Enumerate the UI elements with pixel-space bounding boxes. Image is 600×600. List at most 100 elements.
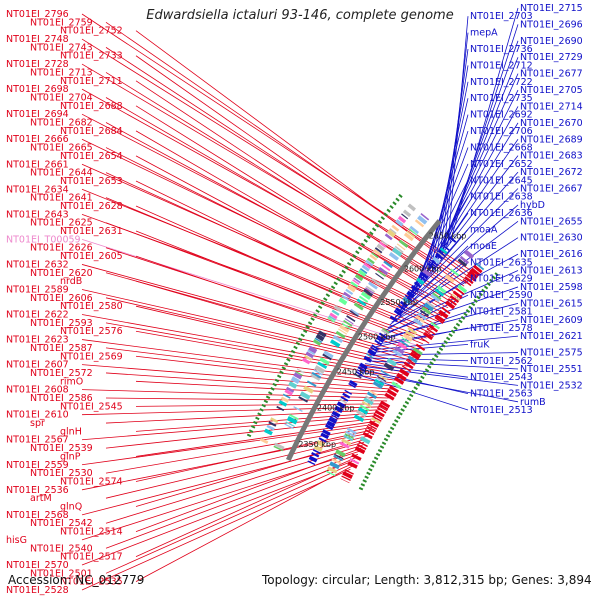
scale-tick xyxy=(295,341,301,346)
gene-feature xyxy=(334,453,344,460)
gene-feature xyxy=(375,337,384,343)
gene-feature xyxy=(438,250,446,257)
gene-label: NT01EI_2581 xyxy=(470,307,533,318)
gene-feature xyxy=(386,229,396,238)
gene-feature xyxy=(259,437,269,444)
gene-label: NT01EI_2562 xyxy=(470,356,533,367)
gene-label: NT01EI_2501 xyxy=(30,568,93,579)
gene-feature xyxy=(331,458,342,465)
gene-feature xyxy=(376,269,386,278)
label-connector xyxy=(363,366,519,386)
label-connector xyxy=(135,465,353,583)
scale-tick xyxy=(369,231,374,236)
gene-feature xyxy=(366,427,376,433)
gene-feature xyxy=(353,373,362,379)
gene-feature xyxy=(280,396,290,403)
scale-tick xyxy=(420,375,425,380)
scale-tick xyxy=(385,433,391,438)
gene-feature xyxy=(357,269,367,278)
gene-feature xyxy=(322,429,331,436)
scale-tick xyxy=(368,467,373,472)
gene-feature xyxy=(339,441,350,449)
gene-label: NT01EI_2613 xyxy=(520,266,583,277)
gene-label: artM xyxy=(30,493,52,504)
gene-feature xyxy=(361,264,370,272)
gene-feature xyxy=(359,267,368,274)
label-connector xyxy=(361,368,469,394)
gene-feature xyxy=(363,397,374,406)
scale-tick xyxy=(436,350,441,355)
gene-feature xyxy=(388,251,400,261)
gene-feature xyxy=(394,346,405,355)
scale-tick xyxy=(276,374,282,379)
gene-feature xyxy=(329,461,340,470)
scale-tick xyxy=(263,399,269,404)
gene-feature xyxy=(416,277,425,286)
gene-label: NT01EI_2703 xyxy=(470,11,533,22)
scale-tick xyxy=(293,345,298,350)
gene-feature xyxy=(314,365,326,374)
gene-feature xyxy=(357,366,366,373)
scale-tick xyxy=(491,275,497,280)
scale-tick xyxy=(445,336,451,341)
gene-label: NT01EI_2636 xyxy=(470,208,533,219)
gene-label: NT01EI_2630 xyxy=(520,233,583,244)
scale-tick xyxy=(305,325,310,330)
label-connector xyxy=(411,163,469,293)
gene-feature xyxy=(402,296,411,305)
gene-label: NT01EI_2517 xyxy=(60,552,123,563)
scale-tick xyxy=(328,289,333,294)
gene-feature xyxy=(336,401,346,409)
scale-tick xyxy=(366,235,371,239)
gene-feature xyxy=(417,215,428,225)
gene-label: NT01EI_2704 xyxy=(30,92,93,103)
label-connector xyxy=(398,220,519,312)
scale-tick xyxy=(389,204,394,210)
gene-feature xyxy=(468,270,479,279)
gene-label: moaA xyxy=(470,225,498,236)
gene-label: NT01EI_2652 xyxy=(470,159,533,170)
gene-feature xyxy=(455,287,465,296)
gene-feature xyxy=(414,219,425,228)
gene-label: NT01EI_2580 xyxy=(60,301,123,312)
label-connector xyxy=(105,47,467,284)
scale-tick xyxy=(394,419,399,423)
label-connector xyxy=(135,155,441,320)
gene-label: NT01EI_2667 xyxy=(520,183,583,194)
gene-label: hisG xyxy=(6,535,27,546)
gene-feature xyxy=(439,247,448,255)
scale-tick xyxy=(320,301,325,306)
gene-feature xyxy=(383,260,393,269)
scale-tick xyxy=(427,364,432,369)
gene-feature xyxy=(406,358,416,365)
gene-feature xyxy=(310,373,321,381)
gene-feature xyxy=(367,348,377,357)
gene-label: NT01EI_2683 xyxy=(520,151,583,162)
label-connector xyxy=(429,89,519,270)
gene-label: NT01EI_2569 xyxy=(60,351,123,362)
gene-feature xyxy=(286,416,298,425)
gene-label: NT01EI_2608 xyxy=(6,385,69,396)
scale-tick xyxy=(478,292,484,297)
gene-label: NT01EI_2543 xyxy=(470,372,533,383)
label-connector xyxy=(135,130,447,311)
label-connector xyxy=(135,280,412,362)
label-connector xyxy=(81,459,356,566)
gene-feature xyxy=(417,312,427,321)
gene-label: NT01EI_2748 xyxy=(6,34,69,45)
gene-feature xyxy=(295,371,303,377)
gene-feature xyxy=(349,458,360,465)
gene-feature xyxy=(317,330,327,338)
gene-feature xyxy=(293,372,303,380)
scale-tick xyxy=(373,456,379,461)
scale-tick xyxy=(396,415,401,420)
scale-tick xyxy=(395,197,400,202)
gene-label: NT01EI_2729 xyxy=(520,52,583,63)
label-connector xyxy=(105,97,455,301)
scale-tick xyxy=(371,227,377,232)
gene-label: NT01EI_2620 xyxy=(30,268,93,279)
gene-label: NT01EI_2728 xyxy=(6,59,69,70)
scale-tick xyxy=(364,475,369,479)
gene-label: NT01EI_2694 xyxy=(6,109,69,120)
gene-feature xyxy=(334,405,344,413)
